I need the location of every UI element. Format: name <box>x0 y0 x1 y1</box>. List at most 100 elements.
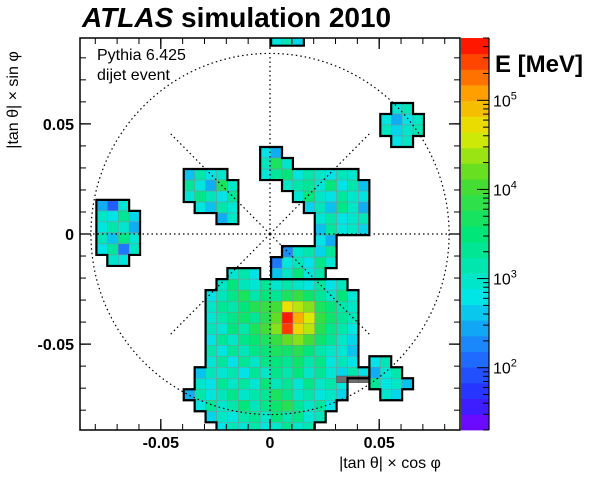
cluster-lower-right-cell <box>369 356 381 368</box>
colorbar-band <box>461 273 489 290</box>
cluster-main-cell <box>325 400 337 412</box>
cluster-main-cell <box>325 345 337 357</box>
cluster-left-cell <box>107 199 119 212</box>
cluster-upper-right-cell <box>401 102 414 115</box>
cluster-main-cell <box>303 278 315 291</box>
overlay-spoke <box>168 131 271 235</box>
cluster-main-cell <box>216 389 228 401</box>
cluster-lower-right-cell <box>391 389 403 401</box>
cluster-main-cell <box>249 311 261 324</box>
cluster-main-cell <box>227 345 239 357</box>
cluster-left-cell <box>96 221 108 234</box>
y-tick-label: 0 <box>65 227 74 244</box>
title-italic: ATLAS <box>82 2 174 33</box>
cluster-main-cell <box>325 311 337 324</box>
cluster-main-cell <box>227 289 239 302</box>
chart-title: ATLAS simulation 2010 <box>82 2 391 34</box>
cluster-center-cell <box>347 190 359 203</box>
cluster-center-cell <box>314 190 326 203</box>
cluster-main-cell <box>270 345 283 357</box>
cluster-main-cell <box>347 300 359 313</box>
cluster-upper-left-cell <box>194 179 206 192</box>
cluster-main-outline <box>182 267 371 430</box>
cluster-main-cell <box>270 422 283 430</box>
cluster-left-cell <box>107 221 119 234</box>
cluster-left-cell <box>128 221 141 234</box>
cluster-lower-right-cell <box>380 367 392 379</box>
cluster-main-cell <box>205 300 217 313</box>
cluster-main-cell <box>205 367 217 379</box>
cluster-main-cell <box>281 289 294 302</box>
colorbar-band <box>461 194 489 211</box>
cluster-main-cell <box>303 367 315 379</box>
y-axis-label: |tan θ| × sin φ <box>5 51 22 148</box>
cluster-main-cell <box>238 300 250 313</box>
cluster-main-cell <box>259 367 272 379</box>
cluster-main-cell <box>347 334 359 346</box>
cluster-center-cell <box>314 201 326 214</box>
cluster-main-cell <box>238 289 250 302</box>
cluster-center-cell <box>270 267 283 280</box>
cluster-main-cell <box>270 278 283 291</box>
cluster-main-cell <box>270 378 283 390</box>
cluster-upper-left-cell <box>194 190 206 203</box>
cluster-center-cell <box>325 223 337 236</box>
cluster-center-cell <box>314 245 326 258</box>
cluster-main-cell <box>292 278 305 291</box>
cluster-center-cell <box>303 201 315 214</box>
cluster-upper-right-cell <box>380 124 392 137</box>
cluster-main-cell <box>205 345 217 357</box>
cluster-main-cell <box>227 411 239 423</box>
cluster-upper-left-outline <box>182 167 240 226</box>
cluster-center-cell <box>259 157 272 170</box>
cluster-main-cell <box>336 300 348 313</box>
cluster-upper-right-cell <box>380 113 392 126</box>
cluster-main-cell <box>314 411 326 423</box>
x-axis-label: |tan θ| × cos φ <box>339 455 441 472</box>
cluster-main-cell <box>227 300 239 313</box>
cluster-center-cell <box>281 256 294 269</box>
cluster-upper-right-outline <box>379 101 426 149</box>
cluster-main-cell <box>227 400 239 412</box>
cluster-center-cell <box>292 267 305 280</box>
cluster-main-cell <box>205 411 217 423</box>
cluster-center-cell <box>325 190 337 203</box>
cluster-upper-left-cell <box>216 201 228 214</box>
colorbar-band <box>461 288 489 305</box>
cluster-center-cell <box>325 256 337 269</box>
colorbar-band <box>461 320 489 337</box>
cluster-main-cell <box>216 411 228 423</box>
cluster-upper-right-cell <box>391 135 403 148</box>
cluster-main-cell <box>227 367 239 379</box>
cluster-main-cell <box>336 345 348 357</box>
cluster-center-cell <box>336 179 348 192</box>
cluster-upper-right-cell <box>391 102 403 115</box>
cluster-center-cell <box>303 245 315 258</box>
cluster-main-cell <box>314 322 326 335</box>
cluster-center-cell <box>325 201 337 214</box>
cluster-main-cell <box>281 356 294 368</box>
cluster-main-cell <box>292 289 305 302</box>
cluster-main-cell <box>194 389 206 401</box>
cluster-main-cell <box>227 389 239 401</box>
cluster-main-cell <box>259 389 272 401</box>
cluster-center-cell <box>292 190 305 203</box>
cluster-main-cell <box>303 300 315 313</box>
cluster-center-cell <box>270 256 283 269</box>
cluster-center-cell <box>314 234 326 247</box>
cluster-main-cell <box>238 422 250 430</box>
cluster-main-cell <box>205 389 217 401</box>
cluster-main-cell <box>216 300 228 313</box>
gray-cell <box>347 375 359 383</box>
cluster-center-cell <box>292 168 305 181</box>
cluster-main-cell <box>249 400 261 412</box>
cluster-main-cell <box>314 311 326 324</box>
cluster-main-cell <box>281 322 294 335</box>
cluster-main-cell <box>227 322 239 335</box>
cluster-main-cell <box>325 300 337 313</box>
cluster-main-cell <box>292 422 305 430</box>
cluster-main-cell <box>249 267 261 280</box>
colorbar-band <box>461 147 489 164</box>
cluster-outlines-layer <box>95 38 426 430</box>
